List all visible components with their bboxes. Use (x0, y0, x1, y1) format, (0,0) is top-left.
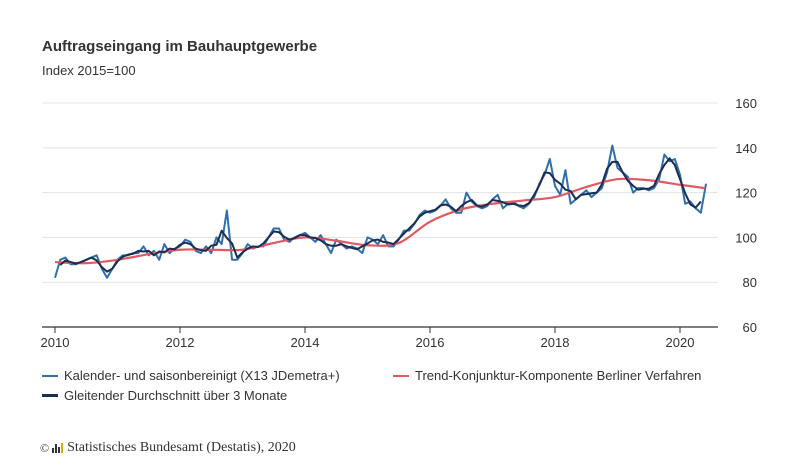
y-tick-label: 120 (735, 186, 757, 201)
x-tick-label: 2012 (166, 335, 195, 350)
x-tick-label: 2010 (41, 335, 70, 350)
series-line-trend (54, 177, 706, 265)
copyright-icon: © (40, 440, 50, 455)
y-tick-label: 140 (735, 141, 757, 156)
x-tick-label: 2016 (416, 335, 445, 350)
legend-swatch (393, 374, 409, 377)
legend-label: Gleitender Durchschnitt über 3 Monate (64, 388, 288, 403)
chart-subtitle: Index 2015=100 (42, 63, 136, 78)
legend-label: Trend-Konjunktur-Komponente Berliner Ver… (415, 368, 702, 383)
legend-label: Kalender- und saisonbereinigt (X13 JDeme… (64, 368, 340, 383)
legend-item-trend: Trend-Konjunktur-Komponente Berliner Ver… (393, 368, 701, 383)
y-tick-label: 80 (743, 275, 757, 290)
legend-swatch (42, 374, 58, 377)
legend-swatch (42, 394, 58, 397)
legend-item-moving-average: Gleitender Durchschnitt über 3 Monate (42, 388, 287, 403)
chart-title: Auftragseingang im Bauhauptgewerbe (42, 38, 318, 55)
source-text: Statistisches Bundesamt (Destatis), 2020 (67, 440, 296, 455)
legend-item-seasonal: Kalender- und saisonbereinigt (X13 JDeme… (42, 368, 340, 383)
y-tick-label: 160 (735, 96, 757, 111)
destatis-logo-icon (52, 443, 64, 453)
x-tick-label: 2018 (541, 335, 570, 350)
series-line-moving-average (59, 157, 702, 273)
x-tick-label: 2014 (291, 335, 320, 350)
y-tick-label: 60 (743, 320, 757, 335)
x-tick-label: 2020 (666, 335, 695, 350)
source-footer: © Statistisches Bundesamt (Destatis), 20… (40, 440, 296, 456)
y-tick-label: 100 (735, 230, 757, 245)
